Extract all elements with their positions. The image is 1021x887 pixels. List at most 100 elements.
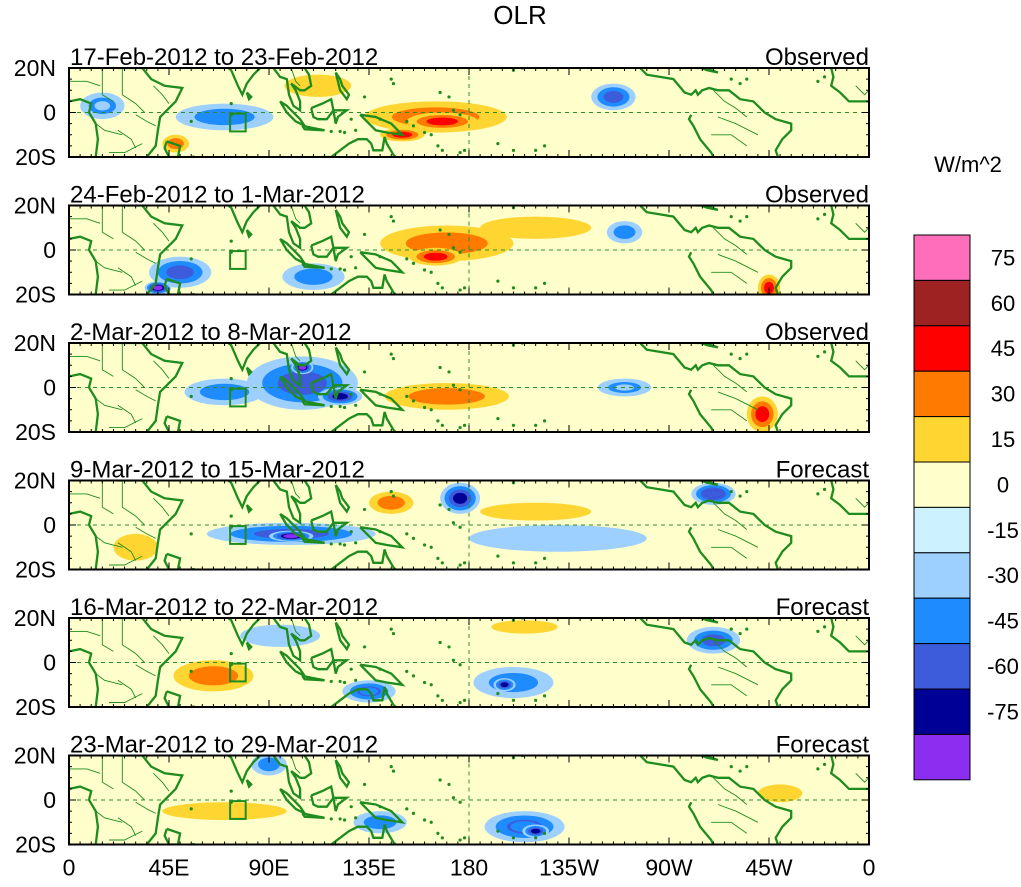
coastline — [322, 824, 397, 845]
panel-period-label: 9-Mar-2012 to 15-Mar-2012 — [70, 457, 365, 484]
coastline — [163, 415, 182, 432]
x-tick-label: 180 — [450, 855, 488, 881]
x-tick-label: 45W — [745, 855, 793, 881]
island — [189, 394, 193, 398]
island — [329, 817, 333, 821]
y-tick-label: 0 — [43, 375, 56, 401]
country-border — [855, 222, 869, 233]
panel-plot-area — [69, 68, 869, 157]
coastline — [631, 755, 793, 845]
island — [438, 640, 442, 645]
coastline — [215, 618, 261, 648]
y-tick-label: 20S — [15, 557, 56, 583]
island — [229, 102, 233, 106]
x-tick-label: 135W — [539, 855, 599, 881]
island — [822, 75, 827, 79]
island — [378, 667, 382, 671]
panel-6: 20N 0 20S 23-Mar-2012 to 29-Mar-2012 Forecas… — [14, 732, 870, 858]
coastline — [334, 621, 351, 652]
island — [342, 818, 347, 822]
island — [391, 631, 396, 636]
colorbar-level-label: 45 — [991, 336, 1015, 361]
island — [816, 767, 820, 771]
island — [422, 405, 427, 410]
coastline — [334, 346, 351, 377]
island — [738, 81, 742, 86]
island — [391, 769, 396, 773]
country-border — [109, 418, 143, 429]
island — [329, 267, 333, 271]
x-tick-label: 0 — [863, 855, 876, 881]
coastline — [693, 205, 719, 212]
coastline — [829, 205, 869, 241]
coastline — [322, 549, 397, 570]
island — [745, 77, 749, 81]
island — [436, 556, 440, 560]
island — [451, 658, 456, 662]
island — [542, 694, 547, 698]
panel-period-label: 24-Feb-2012 to 1-Mar-2012 — [70, 182, 365, 209]
island — [440, 148, 444, 152]
country-border — [135, 389, 156, 402]
island — [391, 356, 396, 361]
olr-anomaly-core — [500, 682, 509, 688]
coastline — [163, 690, 182, 707]
coastline — [332, 796, 351, 812]
panels-group: 20N 0 20S 17-Feb-2012 to 23-Feb-2012 Observe… — [14, 44, 870, 858]
island — [729, 215, 733, 219]
colorbar-swatch — [913, 733, 971, 781]
olr-anomaly-core — [383, 498, 399, 507]
coastline — [301, 262, 325, 269]
coastline — [245, 229, 253, 239]
country-border — [290, 618, 301, 637]
panel-kind-label: Observed — [765, 319, 869, 346]
island — [229, 789, 233, 793]
island — [422, 818, 427, 822]
reference-box — [229, 525, 247, 545]
island — [349, 117, 353, 121]
country-border — [135, 664, 156, 677]
colorbar-level-label: -45 — [987, 609, 1019, 634]
coastline — [334, 759, 351, 789]
coastline — [631, 68, 793, 157]
colorbar-level-label: 15 — [991, 427, 1015, 452]
continent-outlines — [69, 68, 869, 157]
island — [496, 142, 500, 146]
island — [405, 532, 409, 536]
island — [438, 365, 442, 370]
olr-anomaly-core — [516, 508, 556, 515]
olr-anomaly-core — [207, 112, 242, 122]
country-border — [95, 535, 123, 548]
country-border — [855, 772, 869, 783]
island — [822, 350, 827, 354]
island — [511, 148, 516, 152]
island — [451, 246, 456, 250]
island — [342, 268, 347, 272]
panel-3: 20N 0 20S 2-Mar-2012 to 8-Mar-2012 Observed — [14, 319, 870, 445]
island — [738, 219, 742, 223]
olr-anomaly-core — [756, 407, 768, 421]
olr-anomaly-core — [283, 534, 299, 539]
country-border — [135, 251, 156, 264]
colorbar-level-label: 60 — [991, 291, 1015, 316]
panel-kind-label: Observed — [765, 182, 869, 209]
coastline — [215, 68, 261, 98]
island — [389, 765, 393, 769]
country-border — [69, 218, 101, 224]
island — [738, 631, 742, 636]
island — [354, 266, 358, 270]
country-border — [95, 123, 123, 136]
island — [342, 680, 347, 685]
coastline — [332, 109, 351, 124]
island — [511, 836, 516, 840]
island — [411, 536, 416, 540]
colorbar-swatch — [913, 325, 971, 372]
island — [462, 561, 467, 565]
country-border — [153, 360, 170, 379]
coastline — [631, 618, 793, 707]
y-tick-label: 20N — [14, 605, 56, 631]
olr-anomaly-core — [516, 223, 556, 232]
coastline — [359, 388, 406, 412]
coastline — [687, 389, 715, 432]
